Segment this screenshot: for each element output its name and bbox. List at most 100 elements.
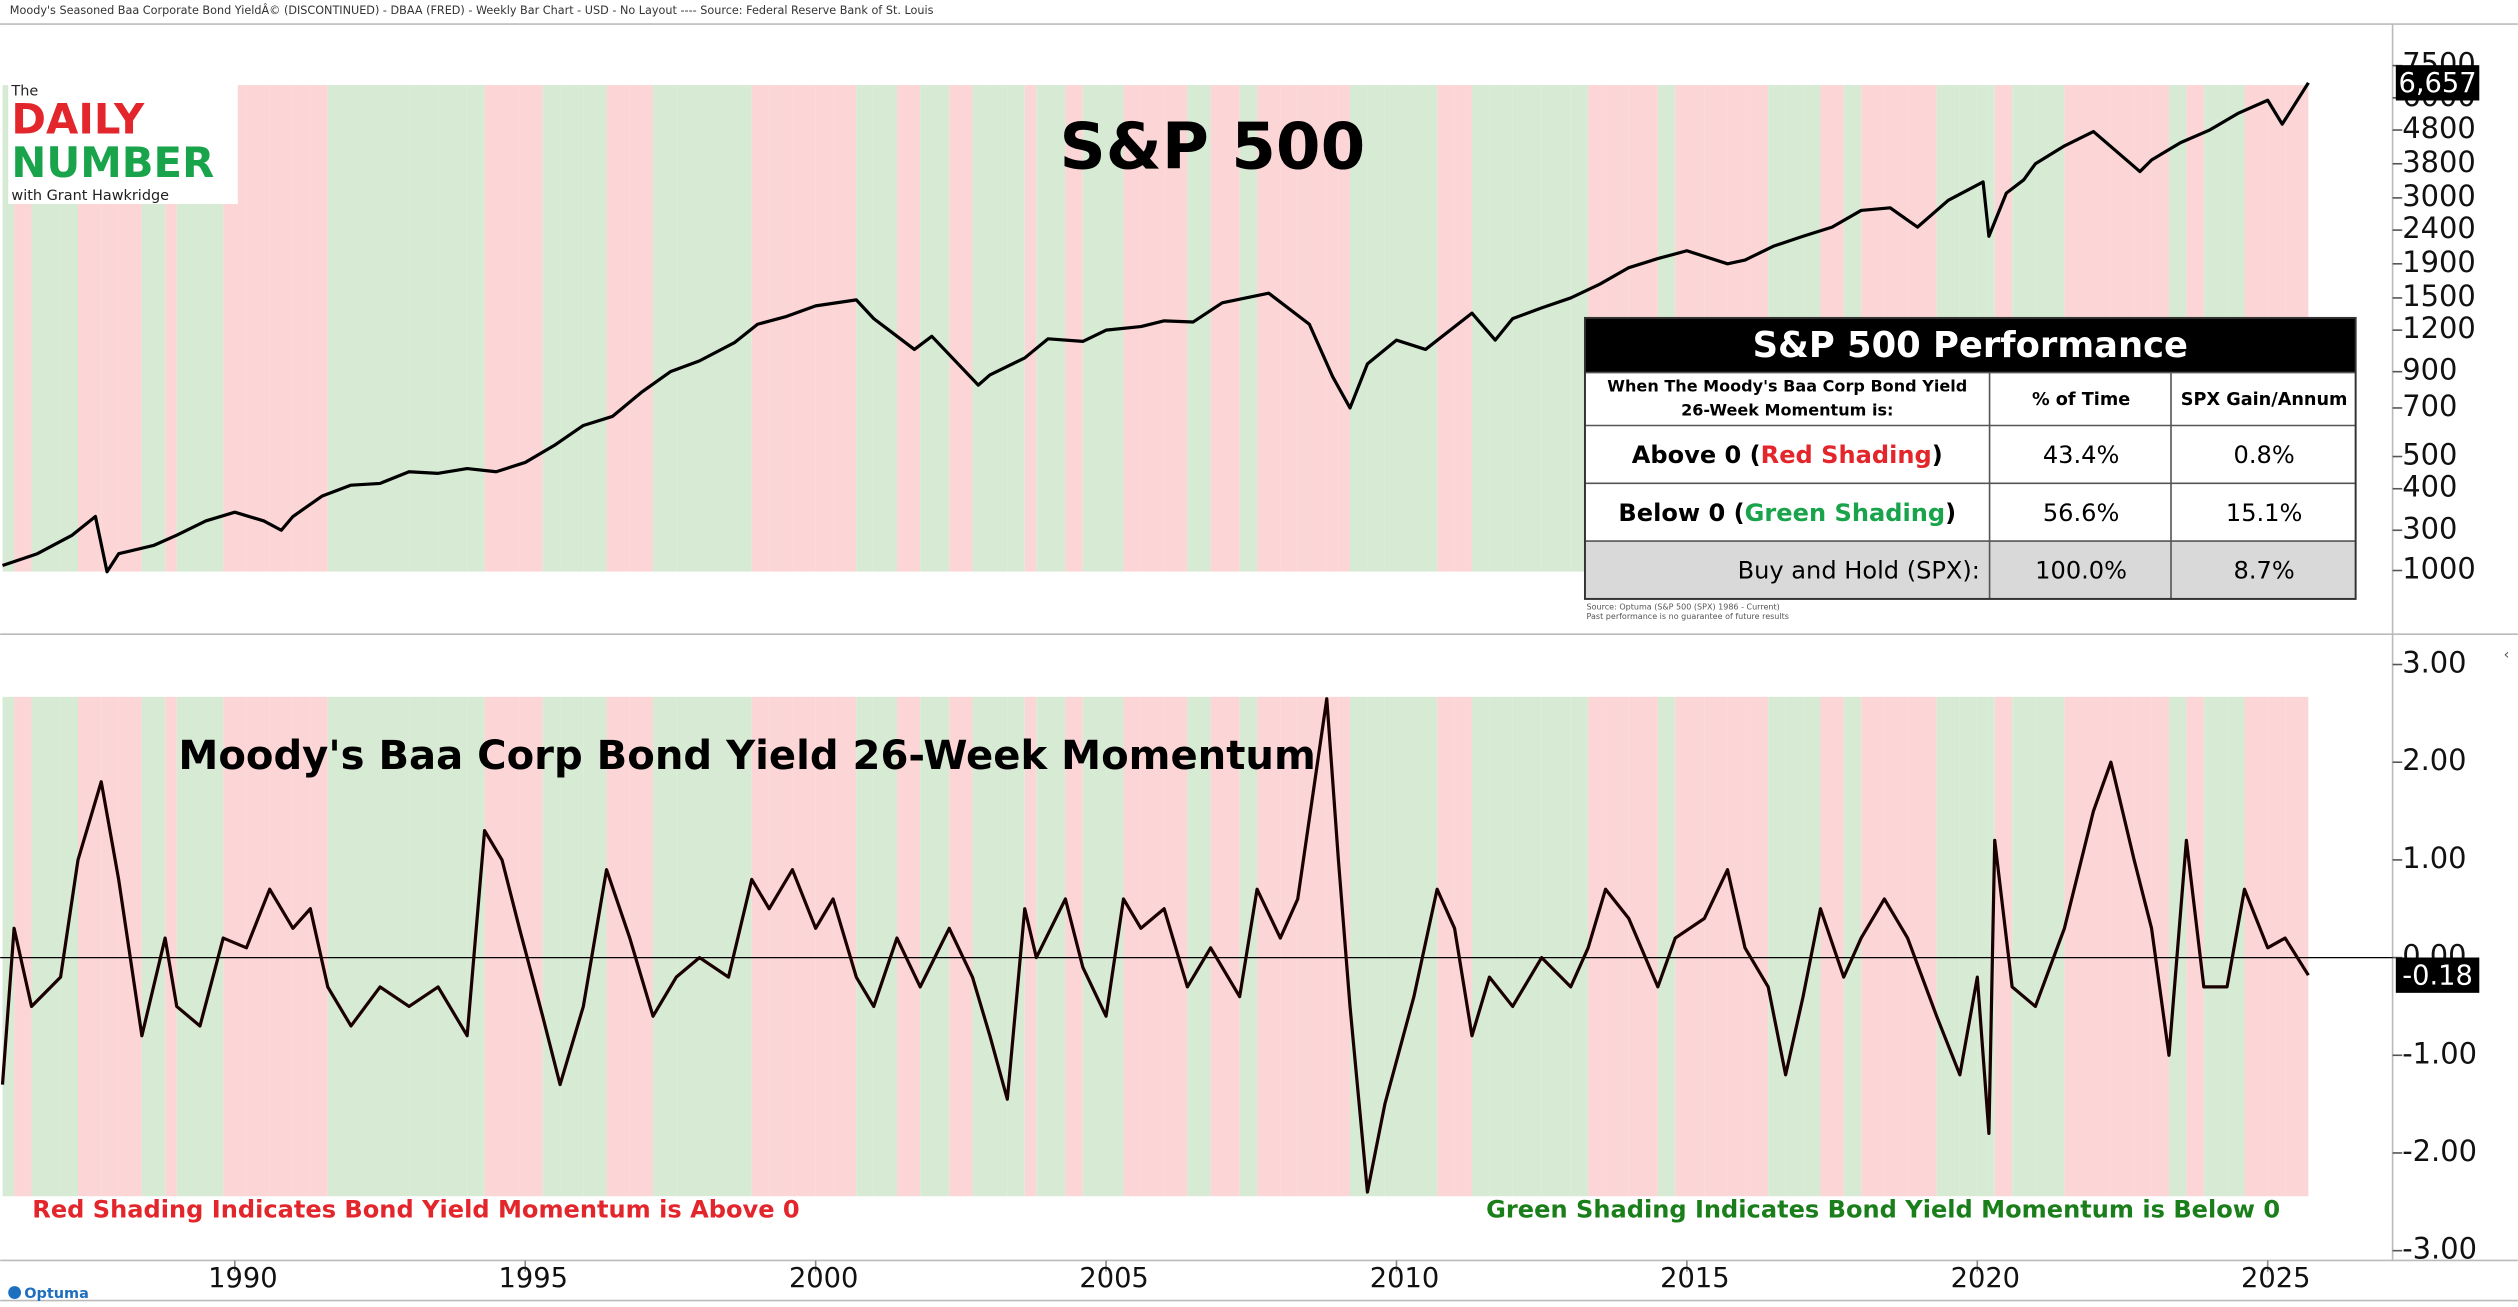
shading-band [502, 85, 520, 572]
shading-band [2203, 696, 2228, 1197]
shading-band [1570, 696, 1589, 1197]
shading-band [972, 696, 990, 1197]
shading-band [653, 85, 677, 572]
shading-band [1082, 85, 1107, 572]
y-tick-label: 1000 [2402, 552, 2476, 586]
shading-band [949, 85, 973, 572]
y-tick-label: 4800 [2402, 111, 2476, 145]
series-line [0, 697, 2310, 1194]
shading-band [676, 696, 700, 1197]
shading-band [920, 85, 950, 572]
shading-band [2151, 696, 2169, 1197]
row-label-part: Buy and Hold (SPX): [1738, 557, 1980, 585]
shading-band [2064, 696, 2094, 1197]
shading-band [2267, 696, 2286, 1197]
row-label-part: ) [1945, 499, 1956, 527]
collapse-arrow[interactable]: ‹ [2504, 647, 2510, 663]
shading-band [1512, 696, 1542, 1197]
red-note: Red Shading Indicates Bond Yield Momentu… [32, 1196, 799, 1224]
shading-band [165, 696, 177, 1197]
shading-band [101, 85, 119, 572]
y-tick-label: 1500 [2402, 279, 2476, 313]
shading-band [1541, 85, 1571, 572]
y-tick-label: -3.00 [2402, 1232, 2477, 1266]
shading-band [14, 85, 32, 572]
line-layer [0, 81, 2310, 1194]
shading-band [873, 696, 897, 1197]
logo-daily: DAILY [11, 95, 145, 144]
shading-band [699, 85, 729, 572]
y-tick-label: 2.00 [2402, 743, 2466, 777]
green-note: Green Shading Indicates Bond Yield Momen… [1486, 1196, 2280, 1224]
shading-band [1326, 85, 1339, 572]
shading-band [1437, 85, 1455, 572]
logo-number: NUMBER [11, 138, 214, 187]
shading-band [751, 696, 770, 1197]
y-tick-label: 1.00 [2402, 841, 2466, 875]
shading-band [653, 696, 677, 1197]
y-tick-label: -2.00 [2402, 1134, 2477, 1168]
shading-band [519, 85, 543, 572]
shading-band [1065, 696, 1083, 1197]
shading-band [199, 696, 224, 1197]
shading-band [1164, 85, 1188, 572]
overlay-layer: 6,657 -0.18 S&P 500 Performance When The Mo… [1583, 65, 2480, 993]
shading-band [1570, 85, 1589, 572]
shading-band [751, 85, 770, 572]
shading-band [2, 85, 15, 572]
last-value-label: 6,657 [2398, 68, 2476, 99]
shading-band [1280, 696, 1298, 1197]
series-line [1, 81, 2310, 574]
y-tick-label: 400 [2402, 470, 2457, 504]
shading-band [2244, 696, 2268, 1197]
shading-band [2012, 696, 2036, 1197]
shading-band [629, 696, 654, 1197]
shading-band [1326, 696, 1339, 1197]
shading-band [1123, 696, 1141, 1197]
shading-band [2285, 696, 2309, 1197]
shading-band [1187, 696, 1211, 1197]
table-header: When The Moody's Baa Corp Bond Yield [1607, 376, 1967, 395]
shading-band [31, 696, 61, 1197]
shading-band [1350, 85, 1368, 572]
shading-band [2, 696, 15, 1197]
y-tick-label: 900 [2402, 353, 2457, 387]
shading-band [409, 85, 439, 572]
logo-byline: with Grant Hawkridge [11, 188, 169, 204]
shading-band [1065, 85, 1083, 572]
shading-band [1210, 85, 1240, 572]
shading-band [1350, 696, 1368, 1197]
shading-band [176, 85, 200, 572]
shading-band [1744, 696, 1769, 1197]
shading-band [292, 696, 311, 1197]
row-gain: 8.7% [2234, 557, 2295, 585]
row-label-part: Below 0 ( [1618, 499, 1744, 527]
row-gain: 15.1% [2226, 499, 2303, 527]
shading-band [1785, 696, 1804, 1197]
shading-band [519, 696, 543, 1197]
shading-band [1140, 85, 1165, 572]
shading-band [1727, 696, 1745, 1197]
shading-band [1338, 85, 1351, 572]
shading-band [728, 696, 752, 1197]
shading-band [1471, 85, 1490, 572]
shading-band [1036, 85, 1066, 572]
y-tick-label: 700 [2402, 389, 2457, 423]
shading-band [409, 696, 439, 1197]
shading-band [1994, 696, 2013, 1197]
shading-band [60, 85, 79, 572]
y-tick-label: -1.00 [2402, 1036, 2477, 1070]
shading-band [484, 696, 503, 1197]
shading-band [2110, 696, 2135, 1197]
table-header: SPX Gain/Annum [2181, 390, 2348, 410]
shading-band [78, 696, 102, 1197]
shading-band [1367, 696, 1385, 1197]
shading-band [246, 85, 270, 572]
source-header: Moody's Seasoned Baa Corporate Bond Yiel… [10, 4, 934, 17]
y-tick-label: 3000 [2402, 179, 2476, 213]
row-label: Below 0 (Green Shading) [1618, 499, 1956, 527]
shading-band [1007, 85, 1025, 572]
shading-band [769, 696, 793, 1197]
shading-band [1454, 85, 1472, 572]
shading-band [176, 696, 200, 1197]
